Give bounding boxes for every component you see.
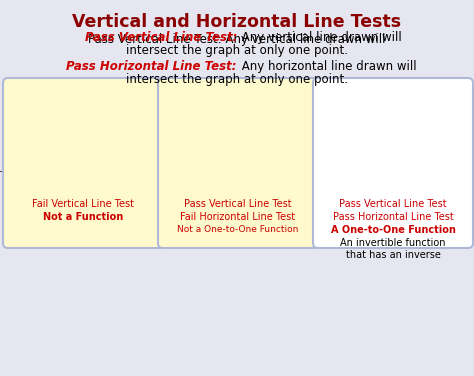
Text: Pass Vertical Line Test:: Pass Vertical Line Test: [85, 31, 237, 44]
Text: Not a Function: Not a Function [43, 212, 123, 222]
Text: Fail Horizontal Line Test: Fail Horizontal Line Test [181, 212, 296, 222]
FancyBboxPatch shape [313, 78, 473, 248]
Text: intersect the graph at only one point.: intersect the graph at only one point. [126, 73, 348, 86]
Text: that has an inverse: that has an inverse [346, 250, 440, 260]
Text: Any vertical line drawn will: Any vertical line drawn will [238, 31, 402, 44]
Text: Pass Vertical Line Test: Any vertical line drawn will: Pass Vertical Line Test: Any vertical li… [88, 33, 386, 46]
Text: Vertical and Horizontal Line Tests: Vertical and Horizontal Line Tests [73, 13, 401, 31]
FancyBboxPatch shape [158, 78, 318, 248]
Text: Pass Vertical Line Test: Pass Vertical Line Test [184, 199, 292, 209]
Text: Fail Vertical Line Test: Fail Vertical Line Test [32, 199, 134, 209]
Text: Pass Horizontal Line Test:: Pass Horizontal Line Test: [66, 60, 237, 73]
Text: An invertible function: An invertible function [340, 238, 446, 248]
Text: Not a One-to-One Function: Not a One-to-One Function [177, 225, 299, 234]
Text: Pass Horizontal Line Test: Pass Horizontal Line Test [333, 212, 453, 222]
Text: Any horizontal line drawn will: Any horizontal line drawn will [238, 60, 417, 73]
Text: intersect the graph at only one point.: intersect the graph at only one point. [126, 44, 348, 57]
Text: A One-to-One Function: A One-to-One Function [330, 225, 456, 235]
Text: Pass Vertical Line Test: Pass Vertical Line Test [339, 199, 447, 209]
FancyBboxPatch shape [3, 78, 163, 248]
